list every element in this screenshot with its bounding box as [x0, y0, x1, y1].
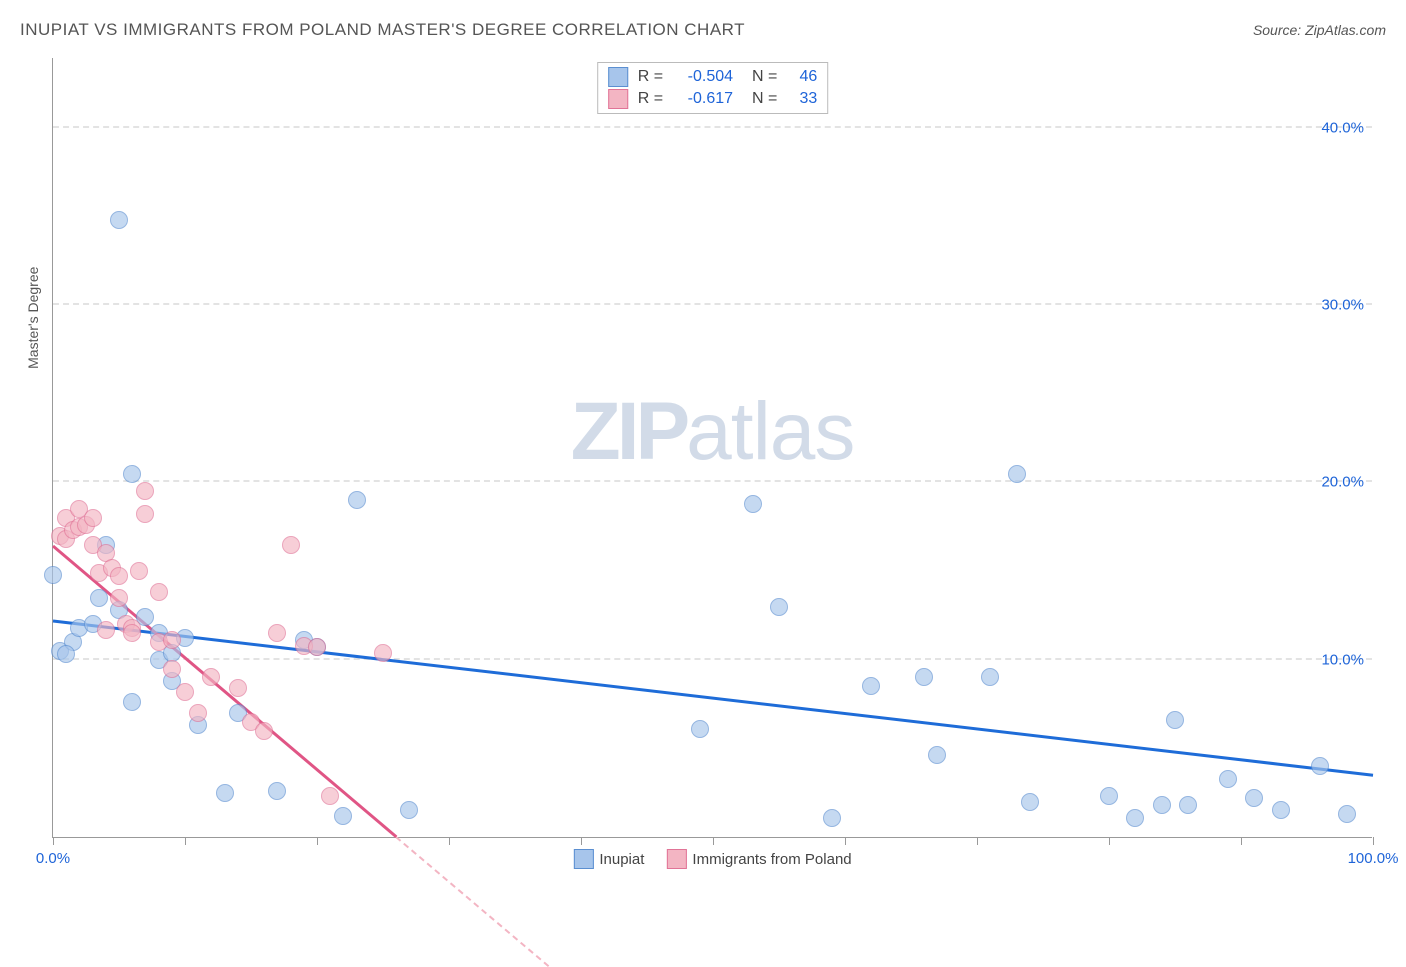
data-point — [823, 809, 841, 827]
data-point — [130, 562, 148, 580]
chart-title: INUPIAT VS IMMIGRANTS FROM POLAND MASTER… — [20, 20, 745, 40]
y-tick-label: 20.0% — [1309, 474, 1364, 491]
data-point — [308, 638, 326, 656]
y-tick-label: 30.0% — [1309, 297, 1364, 314]
data-point — [1311, 757, 1329, 775]
grid-line — [53, 480, 1372, 482]
data-point — [981, 668, 999, 686]
grid-line — [53, 303, 1372, 305]
y-axis-label: Master's Degree — [25, 267, 41, 369]
x-tick — [713, 837, 714, 845]
data-point — [90, 589, 108, 607]
data-point — [229, 679, 247, 697]
data-point — [255, 722, 273, 740]
y-tick-label: 40.0% — [1309, 119, 1364, 136]
legend-series-label: Inupiat — [599, 851, 644, 868]
source-label: Source: ZipAtlas.com — [1253, 22, 1386, 38]
x-tick — [317, 837, 318, 845]
x-tick — [977, 837, 978, 845]
data-point — [176, 683, 194, 701]
data-point — [136, 505, 154, 523]
x-tick — [1109, 837, 1110, 845]
data-point — [1008, 465, 1026, 483]
x-tick-label: 0.0% — [36, 850, 70, 867]
data-point — [282, 536, 300, 554]
data-point — [84, 509, 102, 527]
data-point — [110, 211, 128, 229]
data-point — [123, 465, 141, 483]
data-point — [163, 631, 181, 649]
data-point — [216, 784, 234, 802]
data-point — [202, 668, 220, 686]
data-point — [123, 693, 141, 711]
data-point — [57, 645, 75, 663]
legend-stats-row: R =-0.617 N =33 — [608, 89, 818, 109]
y-tick-label: 10.0% — [1309, 651, 1364, 668]
x-tick — [449, 837, 450, 845]
trend-line-dashed — [396, 836, 550, 967]
data-point — [110, 567, 128, 585]
legend-stats-row: R =-0.504 N =46 — [608, 67, 818, 87]
data-point — [400, 801, 418, 819]
legend-series-item: Inupiat — [573, 849, 644, 869]
x-tick — [1373, 837, 1374, 845]
legend-swatch — [608, 67, 628, 87]
data-point — [691, 720, 709, 738]
data-point — [1021, 793, 1039, 811]
x-tick — [845, 837, 846, 845]
data-point — [268, 782, 286, 800]
x-tick — [53, 837, 54, 845]
data-point — [150, 583, 168, 601]
data-point — [374, 644, 392, 662]
legend-series-item: Immigrants from Poland — [666, 849, 851, 869]
legend-swatch — [666, 849, 686, 869]
data-point — [928, 746, 946, 764]
watermark: ZIPatlas — [571, 385, 855, 479]
data-point — [744, 495, 762, 513]
data-point — [123, 624, 141, 642]
legend-stats: R =-0.504 N =46R =-0.617 N =33 — [597, 62, 829, 114]
data-point — [915, 668, 933, 686]
data-point — [110, 589, 128, 607]
legend-swatch — [573, 849, 593, 869]
x-tick-label: 100.0% — [1348, 850, 1399, 867]
data-point — [1272, 801, 1290, 819]
data-point — [1126, 809, 1144, 827]
grid-line — [53, 126, 1372, 128]
data-point — [770, 598, 788, 616]
data-point — [348, 491, 366, 509]
data-point — [189, 704, 207, 722]
legend-swatch — [608, 89, 628, 109]
legend-series: Inupiat Immigrants from Poland — [573, 849, 851, 869]
data-point — [1245, 789, 1263, 807]
data-point — [268, 624, 286, 642]
legend-series-label: Immigrants from Poland — [692, 851, 851, 868]
trend-line — [53, 619, 1373, 776]
data-point — [334, 807, 352, 825]
data-point — [136, 482, 154, 500]
data-point — [1219, 770, 1237, 788]
grid-line — [53, 658, 1372, 660]
plot-area: ZIPatlas R =-0.504 N =46R =-0.617 N =33 … — [52, 58, 1372, 838]
data-point — [321, 787, 339, 805]
data-point — [1153, 796, 1171, 814]
x-tick — [581, 837, 582, 845]
data-point — [862, 677, 880, 695]
data-point — [1338, 805, 1356, 823]
data-point — [1166, 711, 1184, 729]
data-point — [1179, 796, 1197, 814]
data-point — [97, 621, 115, 639]
data-point — [44, 566, 62, 584]
data-point — [163, 660, 181, 678]
data-point — [1100, 787, 1118, 805]
x-tick — [1241, 837, 1242, 845]
x-tick — [185, 837, 186, 845]
